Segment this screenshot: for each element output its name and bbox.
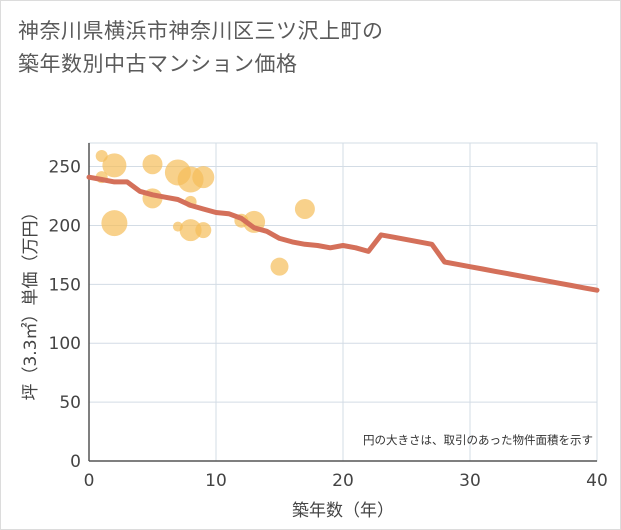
y-tick-label: 250: [49, 158, 81, 178]
x-tick-label: 10: [205, 471, 227, 491]
y-tick-label: 0: [70, 452, 81, 472]
x-tick-label: 40: [586, 471, 608, 491]
data-bubble: [195, 222, 212, 239]
data-bubble: [179, 219, 202, 242]
y-tick-label: 100: [49, 334, 81, 354]
x-axis-label: 築年数（年）: [292, 501, 394, 521]
data-bubble: [102, 153, 127, 178]
data-bubble: [270, 257, 289, 276]
chart-title: 神奈川県横浜市神奈川区三ツ沢上町の 築年数別中古マンション価格: [18, 15, 384, 81]
data-bubble: [294, 198, 315, 219]
data-bubble: [192, 166, 215, 189]
x-tick-label: 0: [84, 471, 95, 491]
bubble-size-note: 円の大きさは、取引のあった物件面積を示す: [363, 433, 593, 447]
chart-title-line-2: 築年数別中古マンション価格: [18, 52, 298, 76]
x-tick-label: 20: [332, 471, 354, 491]
y-tick-label: 150: [49, 275, 81, 295]
trend-line: [86, 174, 600, 293]
y-axis-label: 坪（3.3㎡）単価（万円）: [21, 203, 41, 400]
y-tick-label: 50: [59, 393, 81, 413]
data-bubble: [101, 210, 128, 237]
x-tick-label: 30: [459, 471, 481, 491]
y-tick-label: 200: [49, 216, 81, 236]
chart-title-line-1: 神奈川県横浜市神奈川区三ツ沢上町の: [18, 19, 384, 43]
data-bubble: [142, 154, 163, 175]
